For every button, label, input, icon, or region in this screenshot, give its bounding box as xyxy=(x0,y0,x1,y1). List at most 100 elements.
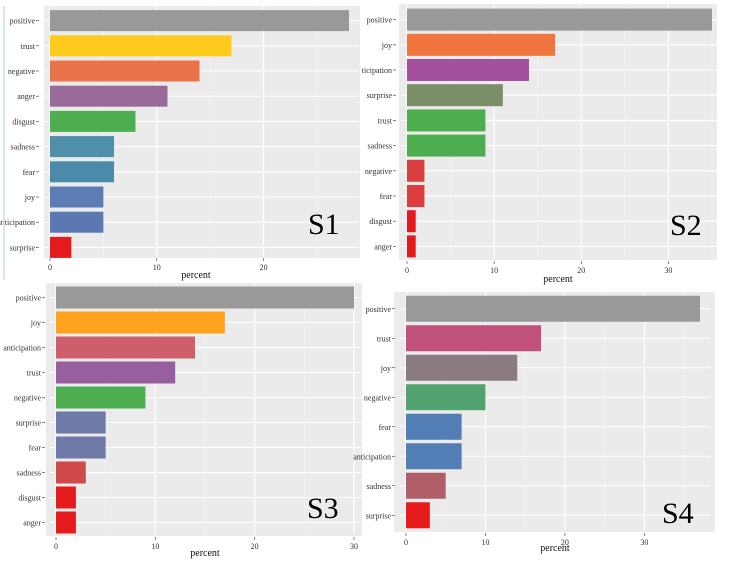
y-category-label: joy xyxy=(380,364,391,373)
bar-anticipation xyxy=(50,211,104,233)
bar-anger xyxy=(407,235,416,258)
x-tick-label: 20 xyxy=(260,263,268,272)
bar-sadness xyxy=(50,136,115,158)
bar-fear xyxy=(406,413,462,440)
y-category-label: joy xyxy=(24,193,35,202)
bar-fear xyxy=(56,436,106,459)
bar-trust xyxy=(407,109,486,132)
bar-joy xyxy=(406,354,518,381)
bar-positive xyxy=(407,8,712,31)
y-category-label: fear xyxy=(380,192,393,201)
y-category-label: disgust xyxy=(369,217,392,226)
y-category-label: negative xyxy=(14,394,42,403)
y-category-label: sadness xyxy=(367,482,391,491)
bar-disgust xyxy=(407,210,416,233)
y-category-label: positive xyxy=(367,16,393,25)
panel-s2-xlabel: percent xyxy=(543,274,573,285)
y-category-label: surprise xyxy=(16,419,42,428)
y-category-label: fear xyxy=(379,423,392,432)
y-category-label: sadness xyxy=(11,143,35,152)
y-category-label: anticipation xyxy=(3,344,41,353)
x-tick-label: 20 xyxy=(577,266,585,275)
bar-disgust xyxy=(56,486,76,509)
y-category-label: surprise xyxy=(366,511,392,520)
y-category-label: sadness xyxy=(17,469,41,478)
y-category-label: anger xyxy=(17,92,35,101)
bar-surprise xyxy=(406,502,430,529)
panel-s2-label: S2 xyxy=(670,209,702,242)
bar-negative xyxy=(56,386,146,409)
y-category-label: sadness xyxy=(368,142,392,151)
bar-joy xyxy=(50,186,104,208)
x-tick-label: 10 xyxy=(481,538,489,547)
bar-negative xyxy=(407,159,425,182)
bar-surprise xyxy=(407,84,503,107)
bar-sadness xyxy=(407,134,486,157)
y-category-label: surprise xyxy=(367,91,393,100)
panel-s4-label: S4 xyxy=(662,497,694,530)
y-category-label: trust xyxy=(21,42,36,51)
y-category-label: surprise xyxy=(10,243,36,252)
y-category-label: positive xyxy=(10,17,36,26)
x-tick-label: 0 xyxy=(54,542,58,551)
y-category-label: joy xyxy=(30,319,41,328)
y-category-label: fear xyxy=(29,444,42,453)
panel-s2: positive joy ticipation surprise trust sadnes… xyxy=(362,4,722,285)
y-category-label: trust xyxy=(377,334,392,343)
bar-positive xyxy=(406,295,700,322)
x-tick-label: 20 xyxy=(561,538,569,547)
panel-s1: positive trust negative anger disgust sadness… xyxy=(0,6,360,281)
bar-surprise xyxy=(50,236,72,258)
bar-sadness xyxy=(56,461,86,484)
bar-joy xyxy=(56,311,225,334)
y-category-label: anticipation xyxy=(353,452,391,461)
bar-positive xyxy=(50,10,349,32)
bar-positive xyxy=(56,286,354,309)
bar-joy xyxy=(407,33,556,56)
bar-trust xyxy=(56,361,176,384)
bar-ticipation xyxy=(407,59,529,81)
bar-anger xyxy=(56,511,76,534)
bar-surprise xyxy=(56,411,106,434)
panel-s3-label: S3 xyxy=(307,492,339,525)
bar-trust xyxy=(50,35,232,57)
panel-s3: positive joy anticipation trust negative surp… xyxy=(3,283,364,559)
y-category-label: joy xyxy=(381,41,392,50)
bar-anticipation xyxy=(406,443,462,470)
bar-trust xyxy=(406,325,542,352)
panel-s4: positive trust joy negative fear anticipation… xyxy=(353,292,715,554)
y-category-label: negative xyxy=(8,67,36,76)
x-tick-label: 0 xyxy=(404,538,408,547)
panel-s1-label: S1 xyxy=(308,208,340,241)
y-category-label: disgust xyxy=(18,494,41,503)
x-tick-label: 10 xyxy=(153,263,161,272)
y-category-label: anticipation xyxy=(0,218,35,227)
y-category-label: negative xyxy=(365,167,393,176)
x-tick-label: 20 xyxy=(251,542,259,551)
y-category-label: trust xyxy=(378,116,393,125)
bar-fear xyxy=(407,185,425,207)
y-category-label: positive xyxy=(16,294,42,303)
panel-s4-xlabel: percent xyxy=(540,543,570,554)
y-category-label: ticipation xyxy=(362,66,392,75)
x-tick-label: 0 xyxy=(48,263,52,272)
y-category-label: positive xyxy=(366,305,392,314)
bar-sadness xyxy=(406,472,446,499)
bar-fear xyxy=(50,161,115,183)
panel-s3-xlabel: percent xyxy=(190,548,220,559)
y-category-label: disgust xyxy=(12,117,35,126)
y-category-label: anger xyxy=(374,242,392,251)
bar-negative xyxy=(406,384,486,411)
bar-negative xyxy=(50,60,200,82)
bar-disgust xyxy=(50,110,136,132)
x-tick-label: 30 xyxy=(640,538,648,547)
y-category-label: fear xyxy=(23,168,36,177)
bar-anticipation xyxy=(56,336,196,359)
panel-s1-xlabel: percent xyxy=(181,270,211,281)
y-category-label: anger xyxy=(23,519,41,528)
x-tick-label: 0 xyxy=(405,266,409,275)
x-tick-label: 10 xyxy=(151,542,159,551)
bar-anger xyxy=(50,85,168,107)
y-category-label: negative xyxy=(364,393,392,402)
